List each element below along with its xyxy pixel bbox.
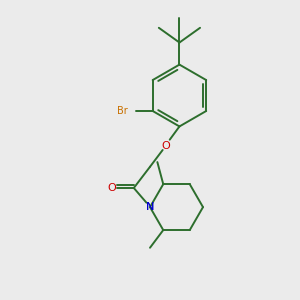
Text: N: N (146, 202, 154, 212)
Text: O: O (107, 183, 116, 193)
Text: O: O (162, 141, 171, 151)
Text: N: N (146, 202, 154, 212)
Text: Br: Br (117, 106, 128, 116)
